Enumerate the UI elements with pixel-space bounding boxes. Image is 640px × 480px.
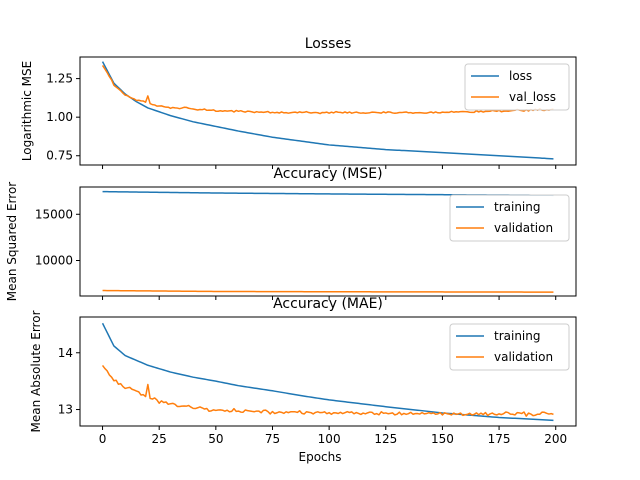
subplot-2: Accuracy (MSE) 10000 15000 Mean Squared Err…	[5, 166, 577, 302]
legend-label-loss: loss	[509, 69, 532, 83]
x-tick-label: 75	[265, 432, 280, 446]
x-tick-label: 150	[431, 432, 454, 446]
subplot-1: Losses 0.75 1.00 1.25 Logarithmic MSE loss val…	[20, 36, 577, 169]
x-tick-label: 100	[318, 432, 341, 446]
x-tick-label: 0	[99, 432, 107, 446]
y-tick-label: 13	[58, 403, 73, 417]
series-line-validation	[102, 289, 554, 293]
series-line-loss	[101, 61, 554, 160]
y-tick-label: 1.00	[46, 110, 73, 124]
x-tick-label: 175	[488, 432, 511, 446]
subplot-title: Losses	[305, 36, 352, 52]
y-tick-label: 10000	[35, 253, 73, 267]
subplot-3: Accuracy (MAE) 0 25 50 75 100 125 150 175 200 13 14…	[29, 296, 577, 446]
y-tick-label: 15000	[35, 207, 73, 221]
x-tick-label: 50	[208, 432, 223, 446]
legend-label-training: training	[494, 329, 541, 343]
legend-label-validation: validation	[494, 221, 553, 235]
y-axis-label: Mean Squared Error	[5, 182, 19, 302]
legend: training validation	[449, 323, 570, 371]
subplot-title: Accuracy (MAE)	[273, 296, 383, 312]
y-axis-label: Logarithmic MSE	[20, 61, 34, 161]
axes-frame	[79, 316, 577, 427]
legend-label-training: training	[494, 200, 541, 214]
series-line-validation	[101, 364, 554, 417]
series-line-training	[101, 322, 554, 422]
subplot-title: Accuracy (MSE)	[273, 166, 382, 182]
series-line-val_loss	[101, 65, 554, 115]
legend-label-val_loss: val_loss	[509, 90, 556, 104]
x-tick-label: 25	[152, 432, 167, 446]
axes-frame	[79, 186, 577, 297]
legend: loss val_loss	[464, 63, 570, 111]
y-axis-label: Mean Absolute Error	[29, 310, 43, 432]
y-tick-label: 14	[58, 346, 73, 360]
axes-frame	[79, 56, 577, 166]
x-tick-label: 125	[374, 432, 397, 446]
y-tick-label: 1.25	[46, 72, 73, 86]
x-tick-label: 200	[544, 432, 567, 446]
figure-xlabel: Epochs	[299, 450, 342, 464]
legend-label-validation: validation	[494, 350, 553, 364]
legend: training validation	[449, 194, 570, 242]
y-tick-label: 0.75	[46, 149, 73, 163]
